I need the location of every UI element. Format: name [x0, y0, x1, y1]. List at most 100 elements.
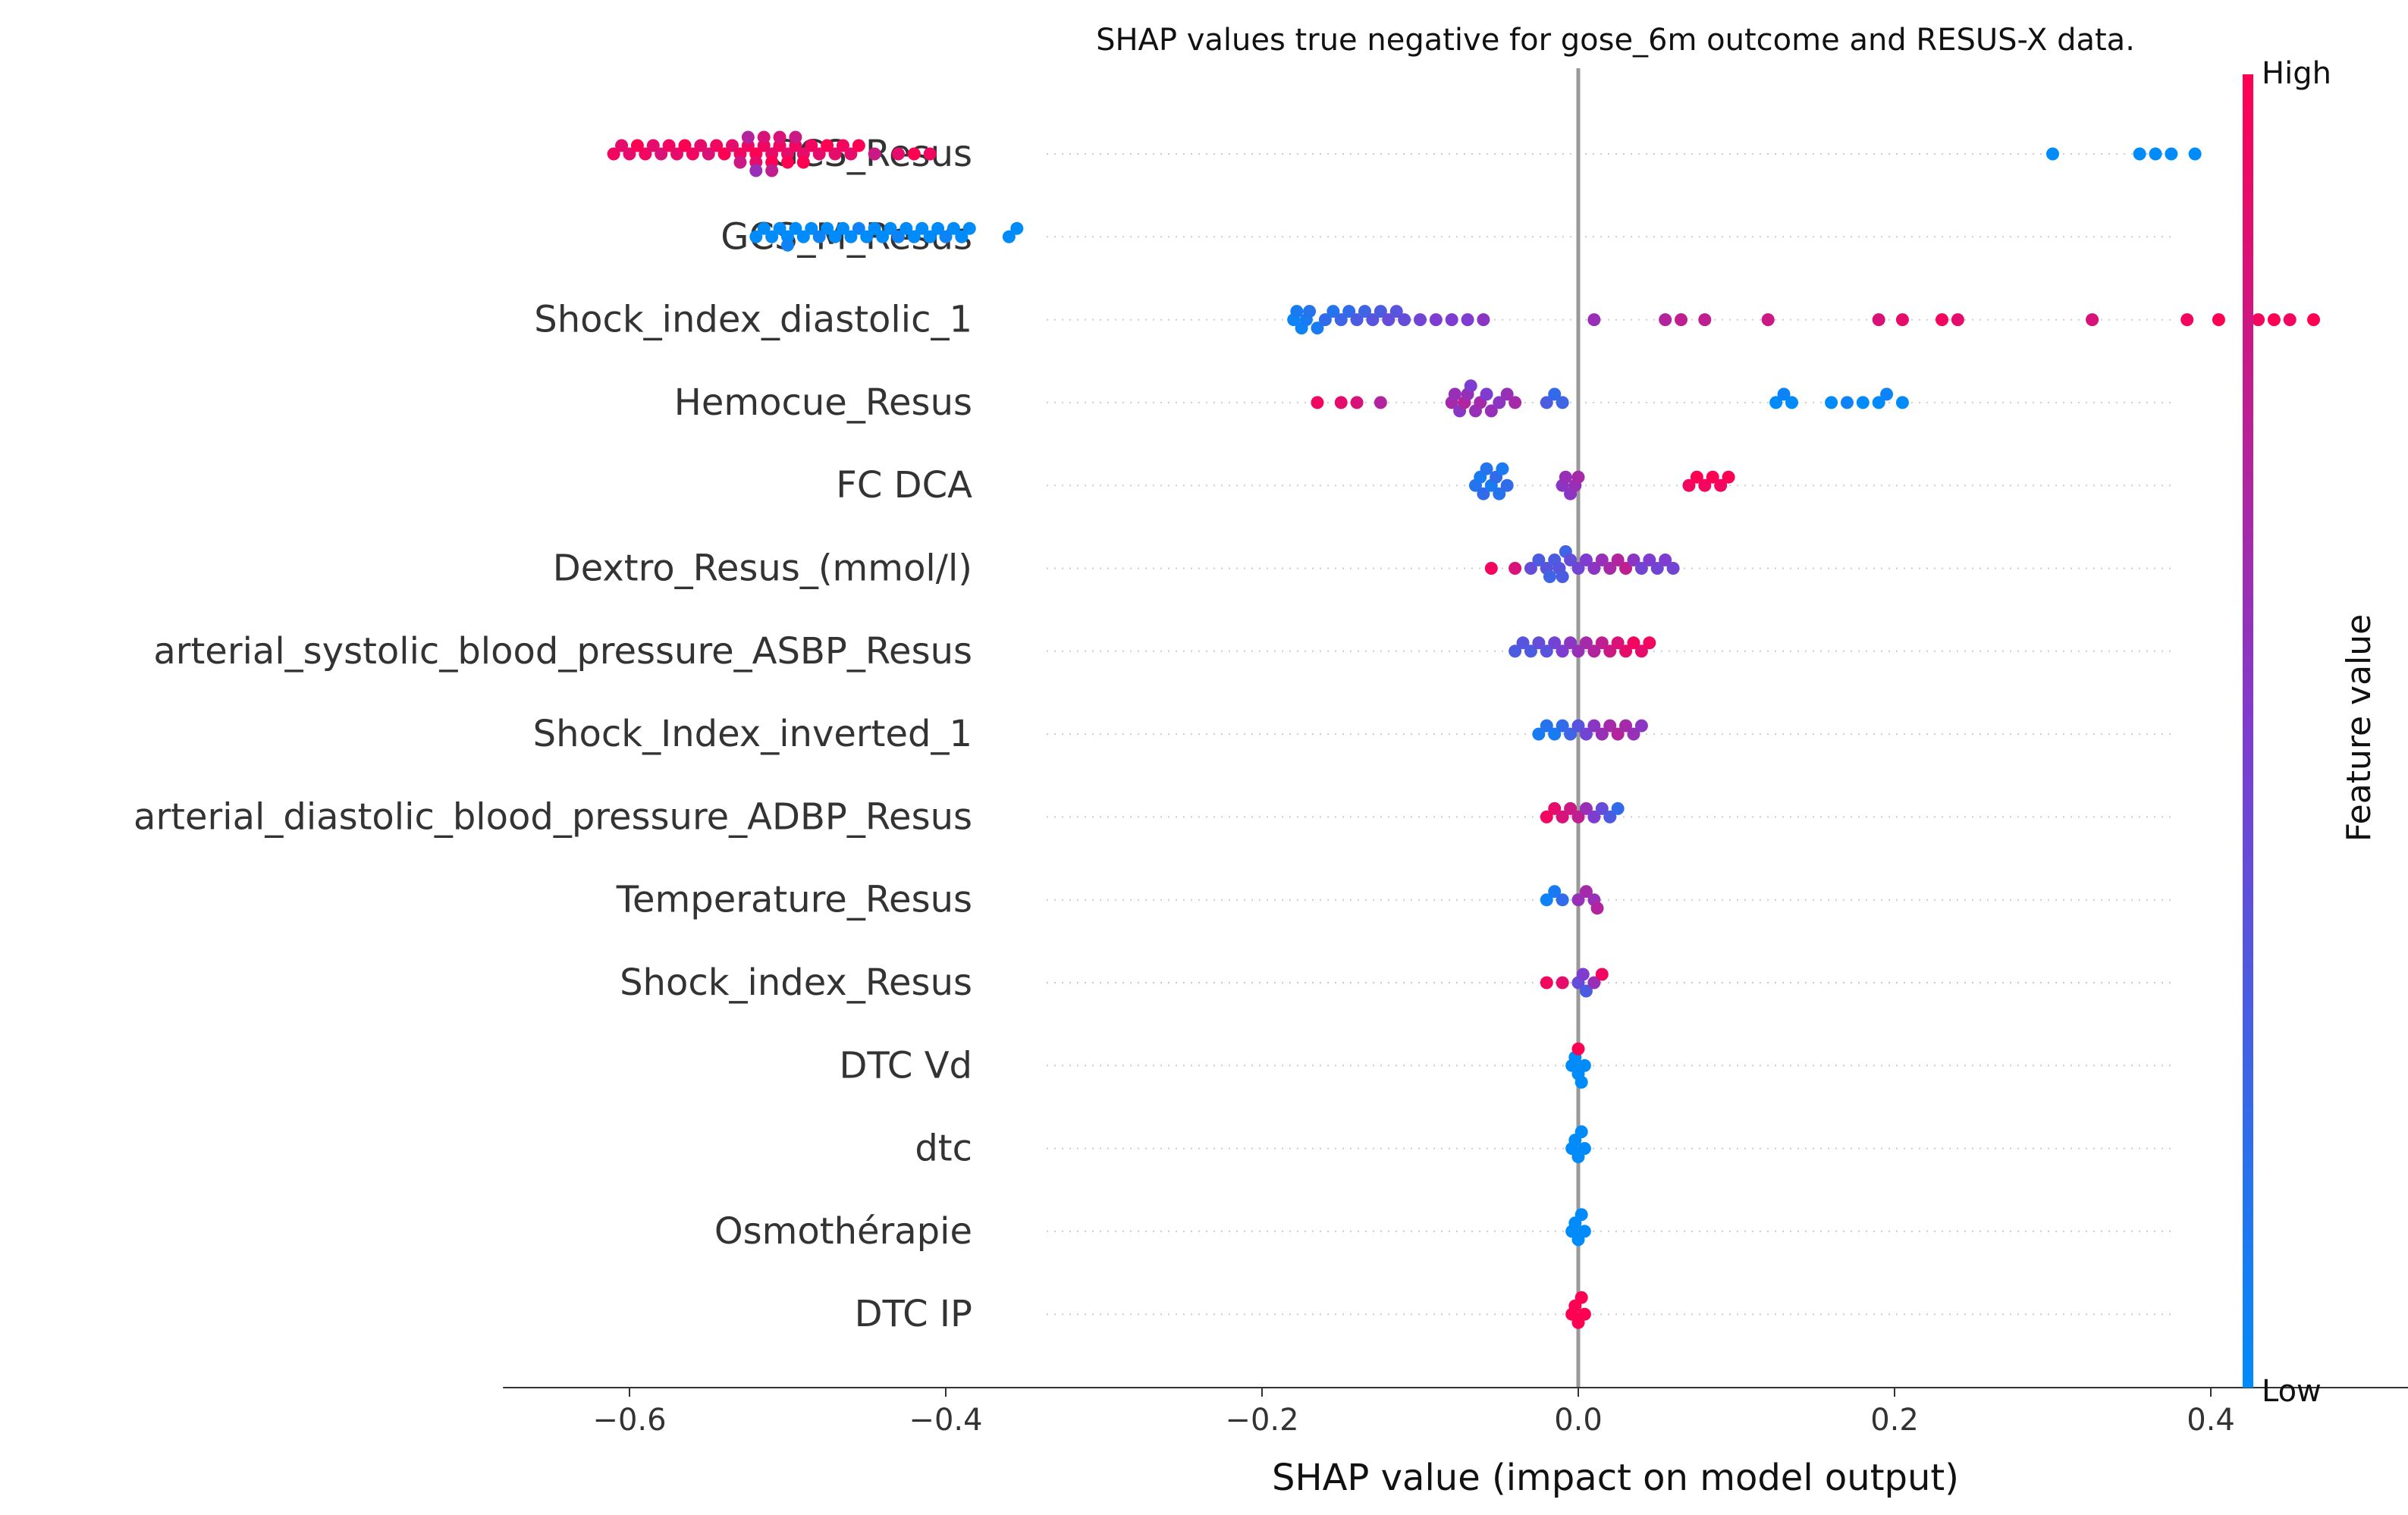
shap-point: [2046, 147, 2059, 161]
shap-point: [1389, 305, 1403, 318]
shap-point: [1643, 554, 1656, 566]
shap-point: [962, 221, 976, 235]
shap-point: [1579, 554, 1593, 566]
shap-point: [1480, 387, 1493, 401]
shap-point: [1564, 554, 1578, 566]
shap-point: [2212, 313, 2225, 327]
shap-point: [955, 230, 969, 243]
shap-point: [1540, 645, 1553, 658]
shap-point: [852, 139, 865, 152]
shap-point: [1571, 562, 1585, 575]
shap-point: [717, 147, 731, 161]
shap-point: [1872, 396, 1885, 409]
shap-point: [1611, 801, 1625, 815]
feature-label: FC DCA: [836, 464, 972, 507]
shap-point: [686, 147, 699, 161]
shap-point: [1398, 313, 1411, 327]
shap-point: [757, 221, 771, 235]
shap-point: [1524, 562, 1537, 575]
shap-point: [749, 230, 763, 243]
shap-point: [1895, 313, 1909, 327]
feature-labels: GCS_ResusGCS_M_ResusShock_index_diastoli…: [133, 133, 972, 1335]
shap-point: [1564, 636, 1578, 650]
shap-point: [2267, 313, 2281, 327]
colorbar-title: Feature value: [2340, 614, 2378, 842]
feature-label: arterial_systolic_blood_pressure_ASBP_Re…: [153, 630, 972, 673]
shap-point: [1619, 719, 1633, 732]
shap-point: [1595, 636, 1609, 650]
shap-point: [868, 221, 881, 235]
shap-point: [789, 130, 802, 144]
shap-point: [702, 147, 715, 161]
shap-point: [1540, 719, 1553, 732]
shap-point: [1840, 396, 1854, 409]
shap-point: [670, 147, 684, 161]
shap-point: [765, 230, 779, 243]
shap-point: [2133, 147, 2146, 161]
shap-point: [1643, 636, 1656, 650]
shap-point: [710, 139, 724, 152]
shap-point: [1556, 976, 1569, 990]
shap-point: [931, 221, 945, 235]
shap-point: [1571, 470, 1585, 484]
shap-point: [1464, 379, 1477, 393]
shap-point: [821, 139, 834, 152]
colorbar-high-label: High: [2262, 56, 2331, 91]
shap-point: [1548, 727, 1562, 741]
shap-point: [1374, 305, 1387, 318]
feature-label: dtc: [915, 1128, 972, 1170]
shap-point: [1326, 305, 1340, 318]
shap-point: [923, 230, 937, 243]
shap-point: [1002, 230, 1016, 243]
shap-point: [1484, 404, 1498, 418]
shap-point: [1556, 893, 1569, 907]
shap-point: [1587, 645, 1601, 658]
x-axis-label: SHAP value (impact on model output): [1272, 1457, 1959, 1499]
shap-point: [1880, 387, 1894, 401]
shap-point: [828, 230, 842, 243]
shap-point: [1548, 387, 1562, 401]
shap-point: [2086, 313, 2099, 327]
shap-point: [1448, 387, 1461, 401]
data-points: [607, 130, 2321, 1329]
feature-label: Temperature_Resus: [616, 879, 972, 921]
shap-point: [1334, 396, 1348, 409]
feature-label: Shock_Index_inverted_1: [533, 713, 972, 755]
shap-point: [1477, 487, 1490, 500]
shap-point: [1571, 645, 1585, 658]
shap-point: [781, 155, 794, 169]
shap-point: [1509, 645, 1522, 658]
shap-point: [1290, 305, 1304, 318]
shap-point: [765, 164, 779, 177]
shap-point: [1311, 396, 1324, 409]
feature-label: arterial_diastolic_blood_pressure_ADBP_R…: [133, 795, 972, 838]
shap-point: [2165, 147, 2178, 161]
shap-point: [1659, 554, 1672, 566]
shap-point: [1532, 727, 1546, 741]
shap-point: [662, 139, 676, 152]
shap-point: [1556, 570, 1569, 583]
feature-label: Dextro_Resus_(mmol/l): [553, 547, 972, 590]
shap-point: [1496, 462, 1509, 475]
shap-point: [1578, 1307, 1591, 1321]
shap-point: [1571, 719, 1585, 732]
shap-point: [1564, 727, 1578, 741]
chart-title: SHAP values true negative for gose_6m ou…: [1096, 23, 2135, 58]
shap-point: [1574, 1075, 1588, 1089]
shap-point: [1477, 313, 1490, 327]
shap-point: [1578, 1142, 1591, 1156]
shap-point: [749, 164, 763, 177]
x-tick-label: −0.2: [1225, 1403, 1298, 1438]
shap-point: [630, 139, 644, 152]
shap-point: [812, 147, 826, 161]
shap-point: [812, 230, 826, 243]
feature-label: Osmothérapie: [714, 1210, 972, 1253]
shap-point: [1627, 727, 1640, 741]
shap-point: [1010, 221, 1024, 235]
shap-point: [1493, 487, 1506, 500]
shap-point: [1500, 387, 1514, 401]
shap-point: [1825, 396, 1838, 409]
shap-point: [1587, 810, 1601, 823]
shap-point: [805, 139, 818, 152]
shap-point: [1587, 313, 1601, 327]
